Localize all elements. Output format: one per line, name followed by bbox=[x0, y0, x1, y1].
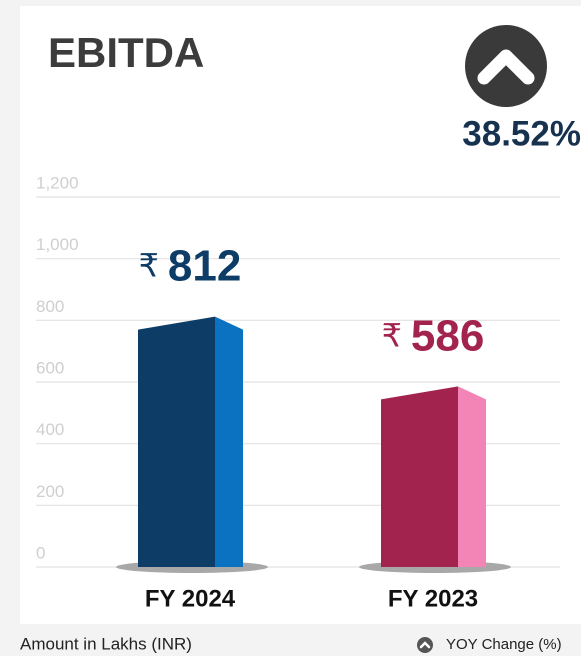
legend-icon bbox=[417, 637, 433, 653]
y-tick-label: 600 bbox=[36, 358, 64, 377]
y-tick-label: 200 bbox=[36, 482, 64, 501]
x-tick-label: FY 2023 bbox=[388, 585, 478, 612]
chart-title: EBITDA bbox=[48, 29, 204, 76]
card bbox=[20, 6, 581, 624]
bar-side bbox=[458, 386, 486, 567]
change-arrow bbox=[477, 49, 535, 85]
footnote: Amount in Lakhs (INR) bbox=[20, 634, 192, 653]
change-label: 38.52% bbox=[462, 114, 581, 153]
change-icon bbox=[465, 25, 547, 107]
value-label: ₹ 586 bbox=[382, 311, 485, 360]
y-tick-label: 400 bbox=[36, 420, 64, 439]
bar bbox=[138, 316, 215, 567]
y-tick-label: 1,200 bbox=[36, 173, 79, 192]
value-label: ₹ 812 bbox=[139, 241, 242, 290]
legend-arrow bbox=[419, 641, 431, 649]
y-tick-label: 0 bbox=[36, 543, 45, 562]
y-tick-label: 800 bbox=[36, 297, 64, 316]
legend-label: YOY Change (%) bbox=[446, 636, 562, 653]
x-tick-label: FY 2024 bbox=[145, 585, 236, 612]
bar bbox=[381, 386, 458, 567]
y-tick-label: 1,000 bbox=[36, 235, 79, 254]
bar-side bbox=[215, 316, 243, 567]
